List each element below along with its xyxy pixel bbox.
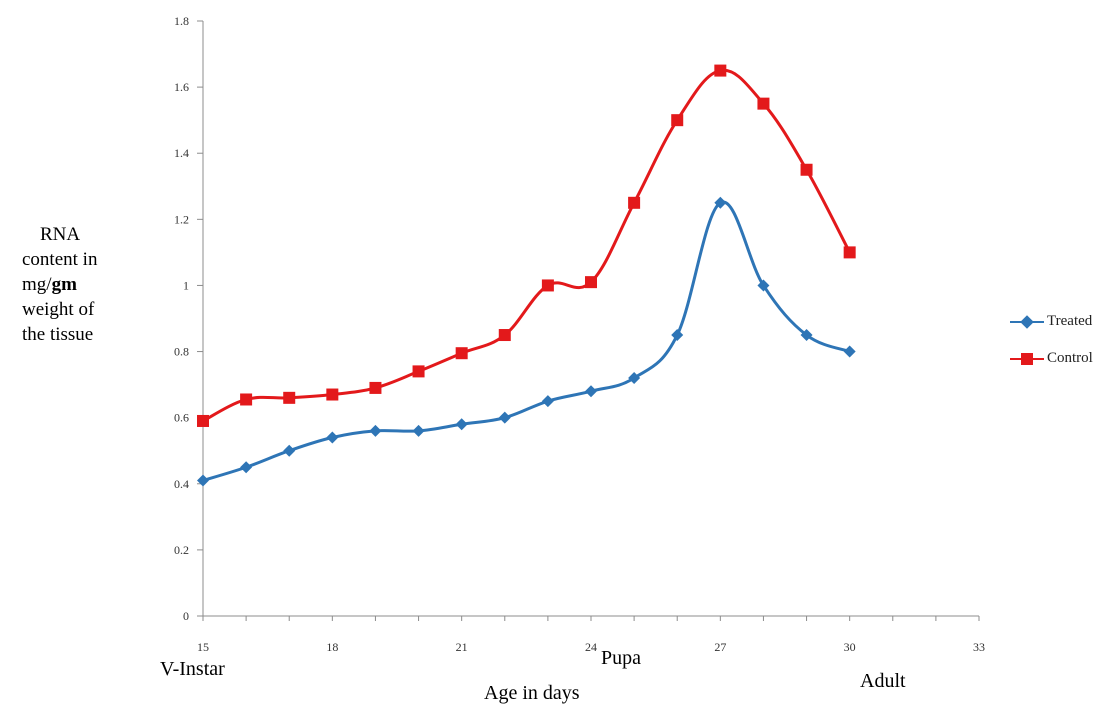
data-point-control (843, 246, 856, 259)
data-point-control (197, 414, 209, 427)
square-marker-icon (1021, 352, 1033, 365)
y-tick-label: 0.6 (174, 411, 189, 425)
data-point-control (541, 279, 554, 292)
y-axis-label: RNA content in mg/gm weight of the tissu… (22, 222, 132, 347)
y-tick-label: 0.2 (174, 543, 189, 557)
data-point-control (240, 393, 253, 406)
y-axis-label-line-3-bold: gm (51, 274, 77, 295)
y-axis: 0 0.2 0.4 0.6 0.8 1 1.2 1.4 1.6 1.8 (174, 14, 204, 623)
legend-item-treated: Treated (1010, 313, 1092, 330)
data-point-treated (498, 411, 511, 424)
y-tick-label: 1 (183, 278, 189, 292)
data-point-control (326, 388, 339, 401)
x-tick-label: 33 (973, 640, 985, 654)
diamond-marker-icon (1020, 314, 1034, 329)
data-point-treated (843, 345, 856, 358)
data-point-treated (455, 418, 468, 431)
y-tick-label: 1.8 (174, 14, 189, 28)
data-point-control (455, 347, 468, 360)
data-point-control (671, 114, 684, 127)
y-axis-label-line-2: content in (22, 249, 98, 270)
x-tick-label: 18 (326, 640, 338, 654)
legend-item-control: Control (1010, 350, 1093, 367)
x-axis: 15 18 21 24 27 30 33 (197, 615, 985, 654)
data-point-treated (671, 329, 684, 342)
data-point-treated (197, 474, 209, 487)
series-line-control (202, 68, 851, 423)
legend-swatch-treated (1010, 314, 1044, 329)
data-point-control (412, 365, 425, 378)
stage-label-pupa: Pupa (601, 647, 641, 669)
series-control (197, 64, 856, 427)
series-layer (197, 64, 856, 487)
data-point-treated (283, 444, 296, 457)
stage-label-v-instar: V-Instar (160, 658, 225, 680)
x-tick-label: 21 (456, 640, 468, 654)
x-tick-label: 15 (197, 640, 209, 654)
data-point-treated (714, 196, 727, 209)
y-axis-label-line-1: RNA (40, 224, 81, 245)
x-axis-label: Age in days (484, 682, 580, 704)
data-point-treated (541, 395, 554, 408)
stage-label-adult: Adult (860, 670, 906, 692)
y-tick-label: 1.4 (174, 146, 189, 160)
data-point-treated (800, 329, 813, 342)
data-point-control (800, 163, 813, 176)
legend-label-treated: Treated (1047, 313, 1093, 329)
data-point-treated (326, 431, 339, 444)
series-treated (197, 196, 856, 487)
data-point-control (498, 329, 511, 342)
series-line-treated (202, 200, 851, 482)
data-point-control (585, 276, 597, 289)
data-point-treated (585, 385, 597, 398)
y-axis-label-line-4: weight of (22, 299, 95, 320)
x-tick-label: 24 (585, 640, 597, 654)
y-tick-label: 0.8 (174, 345, 189, 359)
data-point-control (369, 381, 382, 394)
y-tick-label: 0 (183, 609, 189, 623)
data-point-treated (240, 461, 253, 474)
y-tick-label: 1.2 (174, 212, 189, 226)
data-point-control (283, 391, 296, 404)
data-point-control (628, 196, 641, 209)
y-tick-label: 1.6 (174, 80, 189, 94)
y-tick-label: 0.4 (174, 477, 189, 491)
data-point-treated (628, 372, 641, 384)
data-point-treated (369, 424, 382, 437)
x-tick-label: 30 (844, 640, 856, 654)
x-tick-label: 27 (714, 640, 726, 654)
data-point-treated (757, 279, 770, 292)
y-axis-label-line-5: the tissue (22, 324, 94, 345)
data-point-treated (412, 424, 425, 437)
data-point-control (714, 64, 727, 77)
legend-swatch-control (1010, 352, 1044, 366)
legend-label-control: Control (1047, 350, 1093, 366)
y-axis-label-line-3: mg/ (22, 274, 52, 295)
data-point-control (757, 97, 770, 110)
